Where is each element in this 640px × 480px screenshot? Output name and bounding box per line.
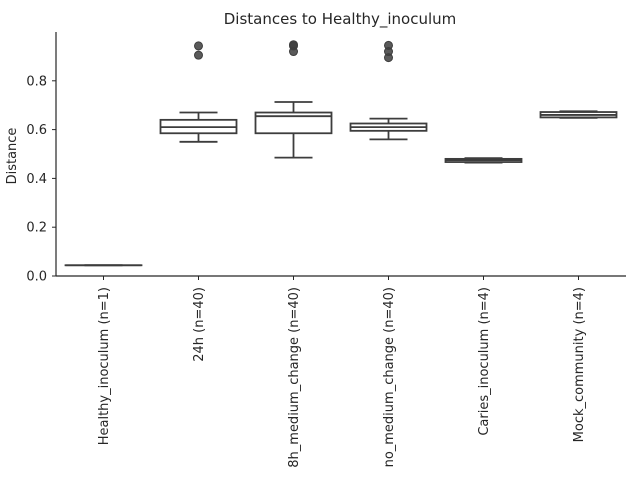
box-1 [159,41,238,143]
x-tick-label: Mock_community (n=4) [572,287,587,442]
x-tick-label: 24h (n=40) [192,287,207,362]
outlier-point [194,41,203,51]
x-tick-label: no_medium_change (n=40) [382,287,397,467]
box-3 [349,40,428,141]
outlier-point [194,50,203,60]
box-group [64,40,618,267]
y-tick-label: 0.0 [26,270,47,285]
box-5 [539,110,618,119]
x-tick-label: 8h_medium_change (n=40) [287,287,302,468]
x-tick-group: Healthy_inoculum (n=1) 24h (n=40) 8h_mediu… [97,276,587,468]
box-2 [254,40,333,159]
outlier-point [289,40,298,50]
chart-title: Distances to Healthy_inoculum [224,10,457,29]
y-tick-group: 0.0 0.2 0.4 0.6 0.8 [26,74,56,285]
outlier-point [384,40,393,50]
y-tick-label: 0.2 [26,221,47,236]
y-tick-label: 0.4 [26,172,47,187]
y-tick-label: 0.8 [26,74,47,89]
x-tick-label: Caries_inoculum (n=4) [477,287,492,436]
x-tick-label: Healthy_inoculum (n=1) [97,287,112,445]
y-tick-label: 0.6 [26,123,47,138]
box-4 [444,157,523,164]
y-axis-label: Distance [5,128,20,185]
box-iqr [254,111,333,135]
